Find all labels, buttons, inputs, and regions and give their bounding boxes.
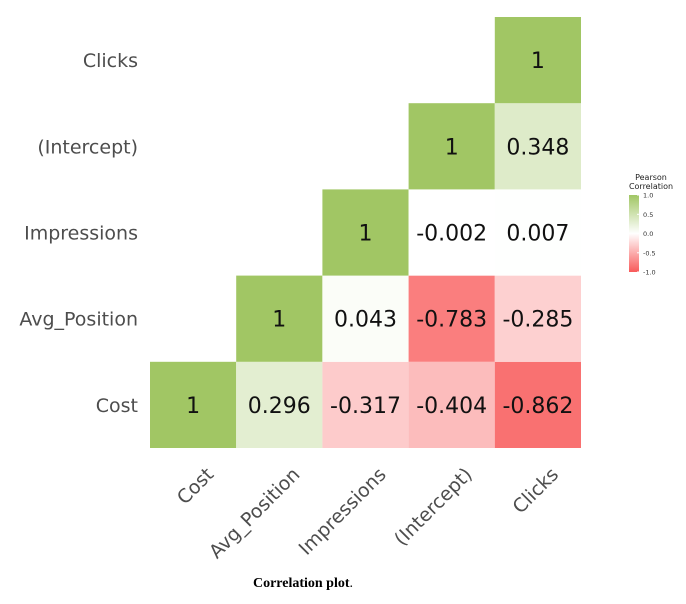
heatmap-cell-labels: 1 0.296 -0.317 -0.404 -0.862 1 0.043 -0.783 -0.2… <box>186 49 573 419</box>
x-tick-label: Clicks <box>508 464 563 519</box>
heatmap-cell <box>150 361 237 448</box>
legend-color-bar <box>629 195 639 272</box>
y-tick-label: Avg_Position <box>19 309 138 331</box>
cell-value-label: 0.348 <box>506 135 569 160</box>
cell-value-label: -0.862 <box>502 394 573 419</box>
cell-value-label: 1 <box>359 222 373 247</box>
heatmap-cell <box>322 189 409 276</box>
cell-value-label: 0.007 <box>506 222 569 247</box>
heatmap-cells <box>150 17 581 448</box>
heatmap-cell <box>408 275 495 362</box>
legend-tick-label: 0.5 <box>643 211 653 219</box>
legend-tick-label: 0.0 <box>643 230 653 238</box>
legend-ticks: 1.0 0.5 0.0 -0.5 -1.0 <box>637 192 656 277</box>
legend-tick-label: -1.0 <box>643 269 656 277</box>
heatmap-cell <box>236 361 323 448</box>
y-tick-label: (Intercept) <box>37 136 138 158</box>
x-tick-label: (Intercept) <box>390 464 477 551</box>
heatmap-cell <box>236 275 323 362</box>
cell-value-label: 1 <box>531 49 545 74</box>
heatmap-cell <box>408 189 495 276</box>
heatmap-cell <box>494 103 581 190</box>
cell-value-label: 0.296 <box>248 394 311 419</box>
caption-end: . <box>349 576 354 591</box>
legend-tick-label: 1.0 <box>643 192 653 200</box>
cell-value-label: 1 <box>272 308 286 333</box>
y-axis-tick-labels: Cost Avg_Position Impressions (Intercept) Cl… <box>19 50 138 417</box>
legend-tick-label: -0.5 <box>643 249 656 257</box>
figure-caption: Correlation plot. <box>0 576 606 592</box>
y-tick-label: Clicks <box>83 50 138 72</box>
heatmap-cell <box>494 275 581 362</box>
cell-value-label: 1 <box>445 135 459 160</box>
heatmap-cell <box>494 189 581 276</box>
heatmap-cell <box>322 361 409 448</box>
heatmap-cell <box>494 361 581 448</box>
heatmap-cell <box>408 361 495 448</box>
cell-value-label: 0.043 <box>334 308 397 333</box>
x-tick-label: Avg_Position <box>205 464 304 563</box>
cell-value-label: -0.404 <box>416 394 487 419</box>
cell-value-label: -0.783 <box>416 308 487 333</box>
caption-title: Correlation plot <box>252 576 350 591</box>
cell-value-label: -0.002 <box>416 222 487 247</box>
cell-value-label: 1 <box>186 394 200 419</box>
heatmap-cell <box>408 103 495 190</box>
color-legend: Pearson Correlation 1.0 0.5 0.0 -0.5 -1.0 <box>629 173 673 277</box>
legend-title-line-1: Pearson <box>635 173 667 182</box>
legend-title-line-2: Correlation <box>629 182 673 191</box>
y-tick-label: Cost <box>96 395 138 417</box>
heatmap-cell <box>322 275 409 362</box>
cell-value-label: -0.317 <box>330 394 401 419</box>
y-tick-label: Impressions <box>24 223 138 245</box>
heatmap-cell <box>494 17 581 104</box>
x-tick-label: Impressions <box>295 464 391 560</box>
cell-value-label: -0.285 <box>502 308 573 333</box>
x-tick-label: Cost <box>173 464 218 509</box>
